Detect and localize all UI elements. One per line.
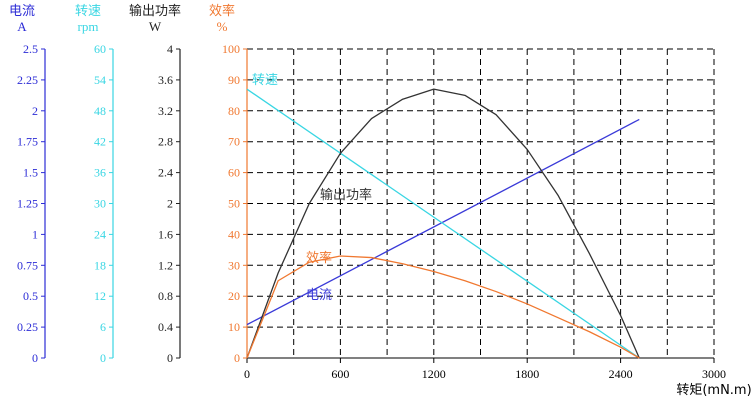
y-tick-label: 0.25 [17,320,38,334]
x-tick-label: 1800 [515,367,539,381]
y-tick-label: 20 [228,289,240,303]
y-tick-label: 50 [228,197,240,211]
y-tick-label: 1.6 [158,227,173,241]
y-tick-label: 30 [228,258,240,272]
y-tick-label: 2.4 [158,166,173,180]
y-tick-label: 100 [222,42,240,56]
x-tick-label: 600 [331,367,349,381]
x-tick-label: 3000 [702,367,726,381]
y-tick-label: 42 [94,135,106,149]
y-tick-label: 24 [94,227,106,241]
y-axis-unit: W [149,19,162,34]
y-axis-title: 效率 [209,3,235,19]
x-axis-title: 转矩(mN.m) [676,383,751,398]
y-tick-label: 1.2 [158,258,173,272]
y-tick-label: 0.8 [158,289,173,303]
y-axis-title: 电流 [9,4,35,19]
series-annotation: 输出功率 [320,187,372,203]
y-tick-label: 12 [94,289,106,303]
y-tick-label: 3.6 [158,73,173,87]
y-tick-label: 36 [94,166,106,180]
grid [247,48,715,358]
x-tick-label: 1200 [422,367,446,381]
y-axis-efficiency: 0 10 20 30 40 50 60 70 80 90 100 效率% [209,3,248,365]
series-line-efficiency [246,255,640,359]
y-tick-label: 0 [167,351,173,365]
y-tick-label: 0 [234,351,240,365]
y-axis-unit: rpm [78,19,99,34]
y-tick-label: 2 [32,104,38,118]
y-axis-current: 0 0.25 0.5 0.75 1 1.25 1.5 1.75 2 2.25 2.5 电流A [9,4,46,365]
y-tick-label: 0.75 [17,258,38,272]
y-tick-label: 0.5 [23,289,38,303]
y-tick-label: 18 [94,258,106,272]
series-annotation: 转速 [252,73,278,88]
y-tick-label: 40 [228,227,240,241]
series-annotation: 效率 [306,250,332,266]
y-tick-label: 6 [100,320,106,334]
y-tick-label: 10 [228,320,240,334]
y-tick-label: 54 [94,73,106,87]
y-tick-label: 2.25 [17,73,38,87]
y-tick-label: 0 [32,351,38,365]
y-axis-title: 转速 [75,4,101,19]
y-tick-label: 90 [228,73,240,87]
y-tick-label: 0 [100,351,106,365]
y-axis-unit: % [217,19,228,34]
series-line-current [246,118,640,326]
y-tick-label: 60 [228,166,240,180]
y-tick-label: 2.8 [158,135,173,149]
y-tick-label: 30 [94,197,106,211]
y-tick-label: 4 [167,42,173,56]
series-line-speed [246,88,640,359]
y-axis-unit: A [17,19,27,34]
x-tick-label: 0 [244,367,250,381]
y-tick-label: 1 [32,227,38,241]
y-tick-label: 70 [228,135,240,149]
y-tick-label: 60 [94,42,106,56]
y-tick-label: 80 [228,104,240,118]
series-line-power [246,88,640,359]
y-tick-label: 1.5 [23,166,38,180]
y-tick-label: 3.2 [158,104,173,118]
y-axis-title: 输出功率 [129,3,181,19]
y-tick-label: 1.25 [17,197,38,211]
series-annotation: 电流 [306,288,332,303]
x-tick-label: 2400 [609,367,633,381]
y-tick-label: 0.4 [158,320,173,334]
y-tick-label: 1.75 [17,135,38,149]
y-tick-label: 48 [94,104,106,118]
y-tick-label: 2 [167,197,173,211]
y-tick-label: 2.5 [23,42,38,56]
